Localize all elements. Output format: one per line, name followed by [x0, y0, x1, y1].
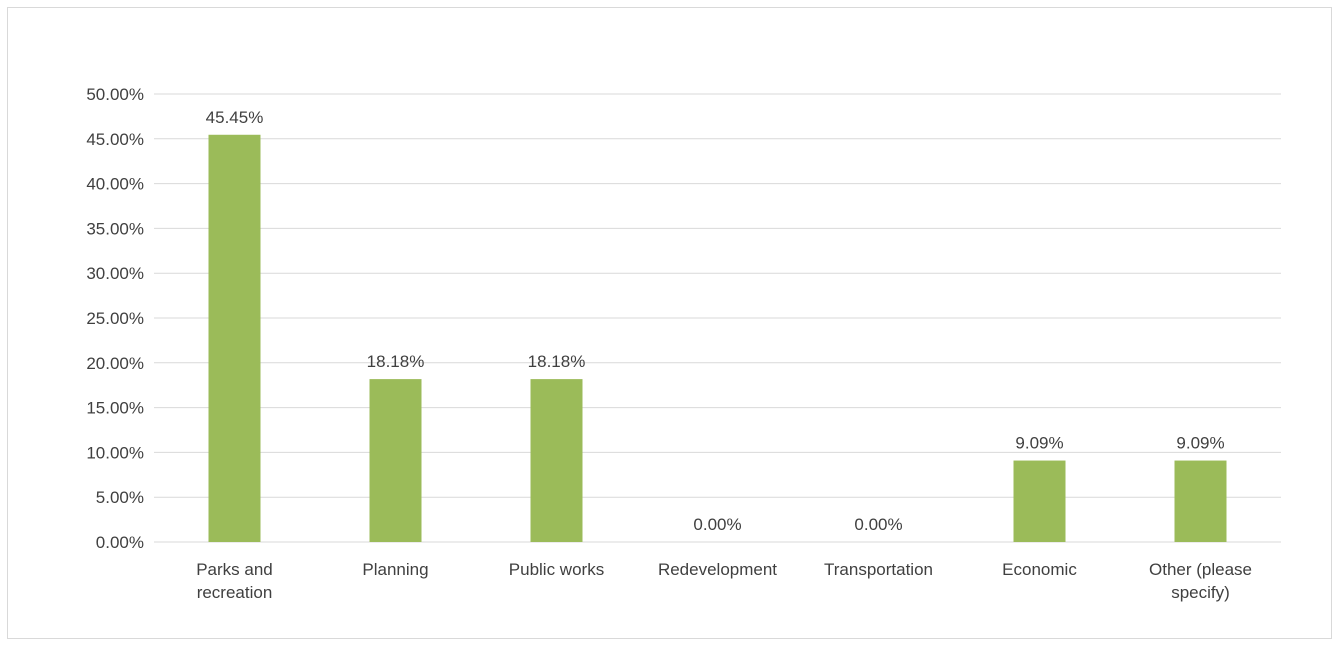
bar: [530, 379, 583, 542]
x-category-label-line: specify): [1171, 583, 1230, 602]
bars: [208, 134, 1227, 542]
data-label: 18.18%: [528, 352, 586, 371]
y-tick-label: 0.00%: [96, 533, 144, 552]
y-tick-label: 5.00%: [96, 488, 144, 507]
y-tick-label: 30.00%: [86, 264, 144, 283]
chart-frame: 0.00% 5.00% 10.00% 15.00% 20.00% 25.00% 30.00%…: [7, 7, 1332, 639]
bar-chart: 0.00% 5.00% 10.00% 15.00% 20.00% 25.00% 30.00%…: [86, 85, 1281, 602]
x-category-label: Economic: [1002, 560, 1077, 579]
y-tick-label: 35.00%: [86, 219, 144, 238]
x-category-label-line: Transportation: [824, 560, 933, 579]
data-labels: 45.45% 18.18% 18.18% 0.00% 0.00% 9.09% 9.09%: [206, 108, 1225, 534]
x-category-label-line: Other (please: [1149, 560, 1252, 579]
x-category-label-line: Economic: [1002, 560, 1077, 579]
y-axis-ticks: 0.00% 5.00% 10.00% 15.00% 20.00% 25.00% 30.00%…: [86, 85, 144, 552]
y-tick-label: 15.00%: [86, 399, 144, 418]
bar: [208, 134, 261, 542]
x-category-label: Public works: [509, 560, 604, 579]
y-tick-label: 40.00%: [86, 175, 144, 194]
x-category-label-line: Parks and: [196, 560, 273, 579]
gridlines: [154, 93, 1281, 543]
y-tick-label: 20.00%: [86, 354, 144, 373]
x-category-label-line: Redevelopment: [658, 560, 777, 579]
data-label: 45.45%: [206, 108, 264, 127]
x-category-label: Other (please specify): [1149, 560, 1252, 602]
x-category-label: Parks and recreation: [196, 560, 273, 602]
x-category-label: Transportation: [824, 560, 933, 579]
x-category-label-line: Public works: [509, 560, 604, 579]
y-tick-label: 10.00%: [86, 443, 144, 462]
bar: [1013, 460, 1066, 542]
data-label: 9.09%: [1015, 434, 1063, 453]
bar: [369, 379, 422, 542]
bar: [1174, 460, 1227, 542]
x-category-label-line: Planning: [362, 560, 428, 579]
data-label: 18.18%: [367, 352, 425, 371]
data-label: 0.00%: [854, 515, 902, 534]
data-label: 0.00%: [693, 515, 741, 534]
y-tick-label: 45.00%: [86, 130, 144, 149]
x-category-label-line: recreation: [197, 583, 273, 602]
x-category-label: Redevelopment: [658, 560, 777, 579]
x-axis-categories: Parks and recreation Planning Public works R…: [196, 560, 1252, 602]
y-tick-label: 50.00%: [86, 85, 144, 104]
y-tick-label: 25.00%: [86, 309, 144, 328]
x-category-label: Planning: [362, 560, 428, 579]
data-label: 9.09%: [1176, 434, 1224, 453]
